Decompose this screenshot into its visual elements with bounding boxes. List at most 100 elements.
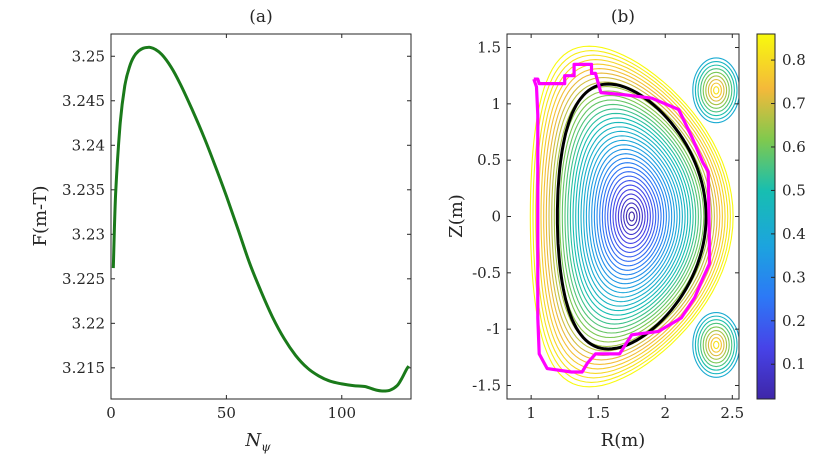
panel-b-coil-contour (707, 78, 725, 102)
panel-b-y-tick-label: 0 (491, 208, 501, 226)
colorbar-tick-label: 0.2 (782, 312, 806, 330)
panel-b-contour-line (548, 76, 715, 357)
panel-a-title: (a) (249, 7, 272, 27)
panel-b-coil-contour (694, 315, 738, 375)
panel-b-coil-contour (700, 68, 733, 113)
colorbar-ticks: 0.1 0.2 0.3 0.4 0.5 0.6 0.7 0.8 (771, 51, 806, 373)
panel-b-contours (529, 45, 739, 388)
panel-a-x-tick-label: 0 (106, 404, 116, 422)
panel-b-contour-line (617, 193, 646, 240)
panel-b-contour-line (596, 157, 667, 276)
panel-b-coil-contour (697, 319, 735, 371)
panel-b-coil-contour (705, 75, 728, 106)
panel-b-contour-line (569, 112, 694, 321)
panel-b-coil-contour (694, 60, 738, 120)
panel-b-contour-line (599, 162, 665, 271)
panel-a-y-tick-label: 3.235 (62, 181, 105, 199)
panel-b-contour-line (593, 153, 670, 280)
panel-b-contour-line (591, 148, 673, 285)
panel-b-contour-line (604, 171, 659, 262)
colorbar-tick-label: 0.3 (782, 268, 806, 286)
panel-a-x-tick-label: 100 (327, 404, 356, 422)
panel-b-contour-line (577, 126, 686, 307)
panel-a-x-ticks: 0 50 100 (106, 34, 356, 422)
panel-b-contour-line (535, 54, 729, 379)
panel-b-contour-line (532, 50, 731, 383)
panel-b-coil-contour (710, 337, 722, 353)
panel-a-y-tick-label: 3.25 (72, 47, 105, 65)
panel-b-contour-line (543, 68, 721, 365)
panel-a-x-label-main: N (244, 430, 262, 451)
panel-b-coil-contour (713, 340, 720, 350)
panel-b-contour-line (609, 180, 654, 253)
panel-b-x-ticks: 1 1.5 2 2.5 (526, 34, 744, 422)
panel-b-y-tick-label: 0.5 (477, 151, 501, 169)
panel-b-coil-contour (710, 82, 722, 99)
panel-a-x-label-sub: ψ (261, 440, 271, 454)
panel-b-coil-contour (700, 322, 733, 368)
colorbar-tick-label: 0.7 (782, 95, 806, 113)
panel-a-series-line (111, 45, 410, 393)
panel-b-y-tick-label: -1 (486, 320, 501, 338)
panel-b-contour-line (588, 144, 675, 289)
panel-b-x-label: R(m) (601, 430, 646, 451)
panel-b-contour-line (583, 135, 681, 298)
panel-b-contour-line (580, 130, 683, 303)
panel-b-contour-line (553, 85, 710, 348)
panel-b-contour-line (545, 72, 718, 361)
colorbar-tick-label: 0.8 (782, 51, 806, 69)
panel-b-y-label: Z(m) (446, 194, 467, 238)
panel-b-coil-contour (702, 71, 730, 109)
panel-a-x-label: Nψ (244, 430, 271, 454)
panel-a-y-tick-label: 3.225 (62, 270, 105, 288)
colorbar: 0.1 0.2 0.3 0.4 0.5 0.6 0.7 0.8 (756, 33, 806, 400)
panel-b-y-tick-label: 1.5 (477, 39, 501, 57)
panel-b-y-tick-label: 1 (491, 95, 501, 113)
panel-b-wall (532, 62, 712, 374)
panel-b-coil-contour (713, 86, 720, 95)
panel-b-contour-line (620, 198, 643, 235)
panel-a-axes-box (110, 33, 412, 400)
panel-b-contour-line (615, 189, 649, 244)
panel-b-contour-line (607, 175, 657, 258)
panel-a-y-tick-label: 3.245 (62, 92, 105, 110)
panel-b-contour-line (612, 184, 651, 249)
panel-a: (a) 3.215 3.22 3.225 3.23 3.235 3.24 3.245 3.25… (30, 7, 412, 454)
panel-a-y-ticks: 3.215 3.22 3.225 3.23 3.235 3.24 3.245 3.25 (62, 47, 411, 377)
colorbar-tick-label: 0.1 (782, 355, 806, 373)
panel-b: (b) -1.5 -1 -0.5 0 0.5 1 1.5 1 1.5 2 2.5 Z(m) R(m… (446, 7, 744, 451)
panel-a-y-tick-label: 3.23 (72, 225, 105, 243)
panel-b-x-tick-label: 2 (660, 404, 670, 422)
panel-b-contour-line (564, 103, 699, 330)
panel-b-y-tick-label: -0.5 (472, 264, 501, 282)
colorbar-tick-label: 0.4 (782, 225, 806, 243)
panel-b-x-tick-label: 2.5 (720, 404, 744, 422)
panel-b-x-tick-label: 1.5 (586, 404, 610, 422)
panel-b-x-tick-label: 1 (526, 404, 536, 422)
panel-b-title: (b) (611, 7, 635, 27)
panel-b-contour-line (572, 117, 691, 316)
panel-a-y-label: F(m-T) (30, 185, 51, 246)
panel-b-contour-line (601, 166, 662, 267)
panel-b-contour-line (623, 202, 641, 231)
panel-b-coil-contour (702, 326, 730, 364)
panel-b-coil-contour (692, 57, 739, 124)
panel-b-contour-line (628, 211, 635, 222)
panel-b-contour-line (559, 94, 705, 339)
panel-a-x-tick-label: 50 (217, 404, 236, 422)
panel-b-coil-contour (697, 64, 735, 117)
panel-b-coil-contour (692, 311, 739, 378)
panel-b-y-tick-label: -1.5 (472, 376, 501, 394)
panel-b-contour-line (625, 206, 638, 227)
panel-b-coil-contour (705, 329, 728, 360)
panel-b-coil-contour (707, 333, 725, 357)
colorbar-tick-label: 0.6 (782, 138, 806, 156)
panel-a-y-tick-label: 3.215 (62, 359, 105, 377)
colorbar-gradient (756, 33, 776, 400)
panel-b-contour-line (575, 121, 689, 312)
panel-a-y-tick-label: 3.24 (72, 136, 105, 154)
panel-b-contour-line (529, 45, 734, 388)
panel-b-y-ticks: -1.5 -1 -0.5 0 0.5 1 1.5 (472, 39, 739, 394)
colorbar-tick-label: 0.5 (782, 181, 806, 199)
